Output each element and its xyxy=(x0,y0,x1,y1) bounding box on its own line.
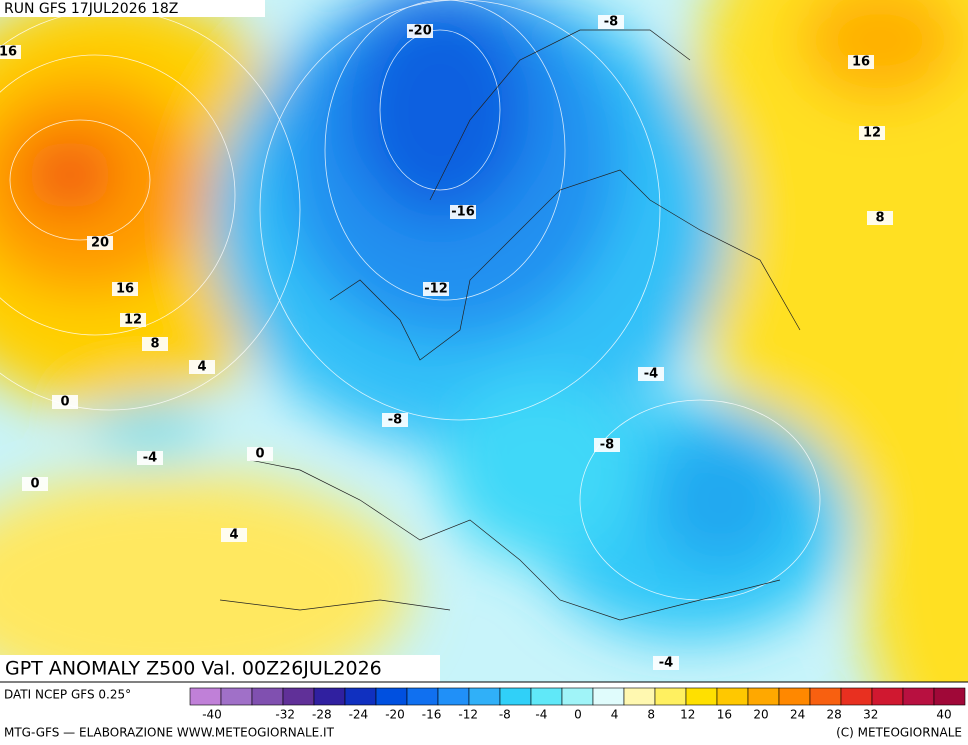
legend-swatch xyxy=(809,687,842,706)
legend-tick-label: -32 xyxy=(275,708,295,722)
label-bg xyxy=(407,24,433,38)
contour-label: -8 xyxy=(600,438,614,453)
legend-swatch xyxy=(716,687,749,706)
legend-tick-label: -8 xyxy=(499,708,511,722)
contour-label: 12 xyxy=(124,313,142,328)
legend-tick-label: 0 xyxy=(574,708,582,722)
legend-tick-label: 20 xyxy=(753,708,768,722)
legend-swatch xyxy=(933,687,966,706)
legend-tick-label: -12 xyxy=(458,708,478,722)
label-bg xyxy=(598,15,624,29)
legend-swatch xyxy=(561,687,594,706)
contour-label: 0 xyxy=(30,477,39,492)
legend-swatch xyxy=(282,687,315,706)
label-bg xyxy=(638,367,664,381)
contour-label: 8 xyxy=(150,337,159,352)
legend-tick-label: 32 xyxy=(863,708,878,722)
label-bg xyxy=(867,211,893,225)
contour-labels: 16 -20 -8 16 12 8 20 16 12 8 4 0 -16 -12 -4 -8 -8 -4 0 0 4 -4 xyxy=(0,15,893,671)
legend-tick-label: -16 xyxy=(422,708,442,722)
legend-tick-label: 40 xyxy=(936,708,951,722)
contour-label: 16 xyxy=(852,55,870,70)
label-bg xyxy=(423,282,449,296)
contour-label: 16 xyxy=(0,45,17,60)
label-bg xyxy=(859,126,885,140)
label-bg xyxy=(189,360,215,374)
legend-swatch xyxy=(499,687,532,706)
legend-swatch xyxy=(344,687,377,706)
label-bg xyxy=(594,438,620,452)
legend-swatch xyxy=(189,687,222,706)
legend-swatch xyxy=(871,687,904,706)
label-bg xyxy=(142,337,168,351)
legend-swatch xyxy=(778,687,811,706)
contour-label: 0 xyxy=(255,447,264,462)
contour-label: 12 xyxy=(863,126,881,141)
color-legend: -40 -32 -28 -24 -20 -16 -12 -8 -4 0 4 8 12 16 20 24 28 32… xyxy=(189,687,966,722)
contour-label: -8 xyxy=(604,15,618,30)
legend-tick-label: 16 xyxy=(717,708,732,722)
contour-label: -4 xyxy=(644,367,658,382)
credit-label: MTG-GFS — ELABORAZIONE WWW.METEOGIORNALE… xyxy=(4,726,335,740)
label-bg xyxy=(848,55,874,69)
label-bg xyxy=(120,313,146,327)
title-box xyxy=(0,655,440,682)
contour-label: -12 xyxy=(424,282,448,297)
contour-label: 4 xyxy=(229,528,238,543)
label-bg xyxy=(247,447,273,461)
label-bg xyxy=(382,413,408,427)
contour-label: -20 xyxy=(408,24,432,39)
legend-tick-label: -20 xyxy=(385,708,405,722)
legend-swatch xyxy=(747,687,780,706)
map-title: GPT ANOMALY Z500 Val. 00Z26JUL2026 xyxy=(5,658,382,680)
label-bg xyxy=(87,236,113,250)
contour-label: -4 xyxy=(143,451,157,466)
label-bg xyxy=(0,45,21,59)
label-bg xyxy=(137,451,163,465)
legend-swatch xyxy=(220,687,253,706)
contour-label: 20 xyxy=(91,236,109,251)
legend-tick-label: -4 xyxy=(535,708,547,722)
label-bg xyxy=(653,656,679,670)
legend-swatch xyxy=(654,687,687,706)
legend-tick-label: 12 xyxy=(680,708,695,722)
label-bg xyxy=(221,528,247,542)
label-bg xyxy=(450,205,476,219)
contour-label: 0 xyxy=(60,395,69,410)
legend-tick-label: 4 xyxy=(611,708,619,722)
header-box xyxy=(0,0,265,17)
contour-label: 8 xyxy=(875,211,884,226)
legend-swatch xyxy=(468,687,501,706)
legend-swatch xyxy=(375,687,408,706)
legend-swatch xyxy=(251,687,284,706)
label-bg xyxy=(112,282,138,296)
legend-tick-label: -24 xyxy=(349,708,369,722)
contour-label: -8 xyxy=(388,413,402,428)
source-label: DATI NCEP GFS 0.25° xyxy=(4,688,131,702)
legend-tick-label: 24 xyxy=(790,708,805,722)
label-bg xyxy=(52,395,78,409)
legend-swatch xyxy=(623,687,656,706)
legend-swatch xyxy=(313,687,346,706)
legend-tick-label: -28 xyxy=(312,708,332,722)
label-bg xyxy=(22,477,48,491)
legend-swatch xyxy=(530,687,563,706)
legend-tick-label: 28 xyxy=(827,708,842,722)
legend-tick-label: 8 xyxy=(647,708,655,722)
contour-label: -4 xyxy=(659,656,673,671)
legend-swatch xyxy=(406,687,439,706)
contour-label: -16 xyxy=(451,205,475,220)
legend-swatch xyxy=(902,687,935,706)
run-label: RUN GFS 17JUL2026 18Z xyxy=(4,1,178,17)
contour-label: 4 xyxy=(197,360,206,375)
contour-label: 16 xyxy=(116,282,134,297)
legend-swatch xyxy=(685,687,718,706)
legend-swatch xyxy=(840,687,873,706)
legend-swatch xyxy=(592,687,625,706)
legend-tick-label: -40 xyxy=(202,708,222,722)
copyright-label: (C) METEOGIORNALE xyxy=(836,726,962,740)
legend-swatch xyxy=(437,687,470,706)
